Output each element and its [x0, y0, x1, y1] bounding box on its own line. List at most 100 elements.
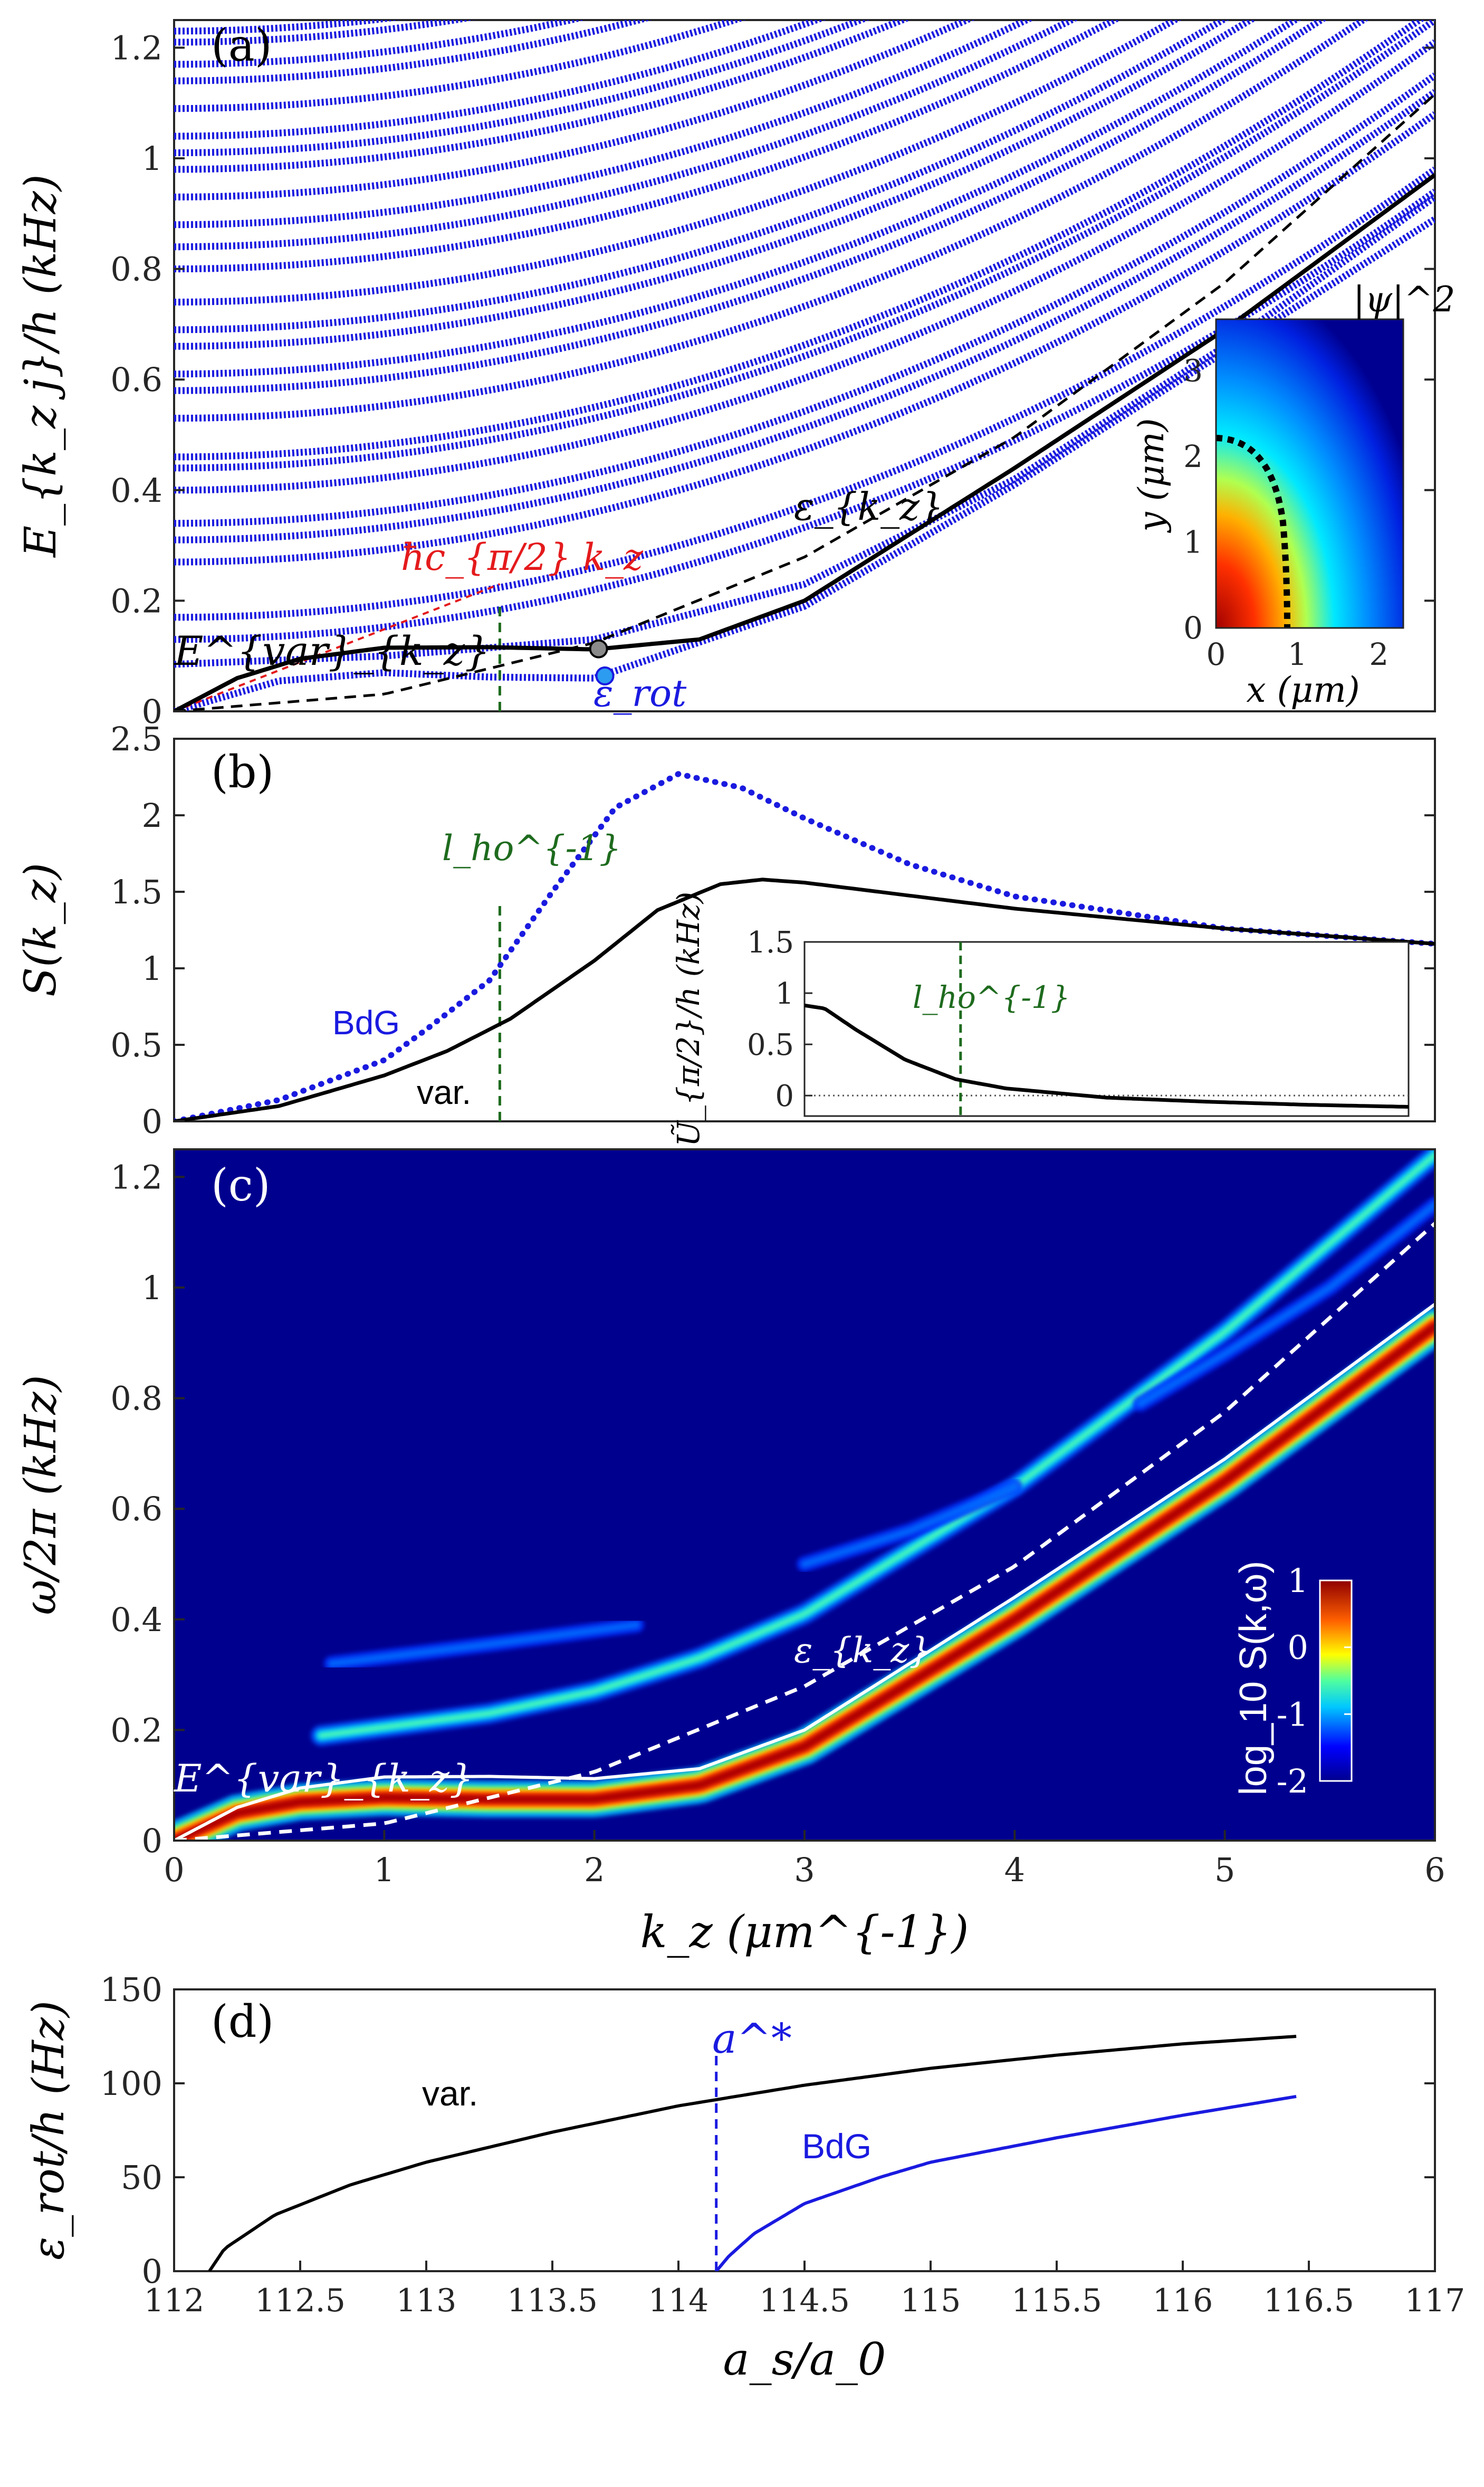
bdg-branch: [174, 20, 1182, 306]
panel-c-x-label: 3: [794, 1851, 815, 1889]
panel-c: 00.20.40.60.811.20 1 2 3 4 5 6 (c) ω/2π (kHz) …: [16, 1148, 1445, 1958]
panel-a-y-label: 1: [142, 139, 162, 178]
panel-d-y-label: 0: [142, 2252, 162, 2291]
panel-c-x-label: 5: [1214, 1851, 1235, 1889]
panel-c-var-label: E^{var}_{k_z}: [173, 1756, 474, 1800]
colorbar-tick-label: -2: [1277, 1762, 1308, 1800]
panel-d-x-label: 112: [144, 2282, 205, 2319]
panel-a-y-label: 0.2: [110, 582, 162, 620]
panel-b-lho-label: l_ho^{-1}: [442, 828, 621, 869]
colorbar-gradient: [1319, 1579, 1353, 1782]
inset-ticks: 0 1 2 0 1 2 3: [1183, 353, 1389, 673]
panel-d-x-label: 116: [1153, 2282, 1213, 2319]
bdg-branch: [174, 20, 1425, 461]
bdg-branch: [174, 72, 1435, 527]
panel-d-y-label: 150: [100, 1970, 162, 2009]
panel-c-y-label: 0.8: [110, 1379, 162, 1418]
panel-a-roton-point-var: [589, 639, 608, 659]
inset-y-label: 1: [1183, 525, 1203, 560]
inset-ylabel: y (μm): [1131, 418, 1172, 533]
panel-a-ylabel: E_{k_z j}/h (kHz): [16, 174, 66, 558]
panel-b-y-label: 2.5: [110, 720, 162, 758]
panel-d-x-label: 115.5: [1011, 2282, 1102, 2319]
bdg-branch: [174, 20, 826, 140]
potential-line: [805, 1003, 1409, 1109]
panel-b: 0 0.5 1 1.5 2 2.5 (b) S(k_z) l_ho^{-1} BdG va…: [16, 720, 1436, 1166]
panel-c-bands: [174, 1149, 1435, 1841]
panel-a-y-label: 0.8: [110, 250, 162, 289]
bdg-branch: [174, 20, 1369, 422]
panel-c-y-label: 0: [142, 1822, 162, 1860]
bdg-branch: [174, 39, 1435, 494]
bdg-branch: [174, 20, 1435, 472]
panel-c-y-label: 0.2: [110, 1711, 162, 1749]
bdg-branch: [174, 188, 1435, 643]
bdg-branch: [174, 20, 870, 156]
colorbar-tick-label: -1: [1277, 1695, 1308, 1733]
panel-c-xlabel: k_z (μm^{-1}): [640, 1906, 969, 1958]
bdg-branch: [174, 89, 1435, 544]
panel-c-label: (c): [211, 1159, 271, 1211]
bdg-branch: [174, 20, 1122, 273]
inset-density-map: [1216, 319, 1403, 628]
inset-b-label: 1.5: [747, 926, 794, 960]
inset-y-label: 2: [1183, 439, 1203, 474]
panel-b-ylabel: S(k_z): [16, 863, 66, 997]
bdg-branch: [174, 20, 1301, 378]
bdg-branch-low: [174, 194, 1435, 668]
panel-a-y-ticks: 0 0.2 0.4 0.6 0.8 1 1.2: [110, 28, 1435, 731]
bdg-branch: [174, 20, 1257, 350]
band-second: [318, 1152, 1435, 1738]
bdg-branch: [174, 20, 1035, 228]
panel-b-y-label: 0: [142, 1102, 162, 1141]
panel-c-y-label: 0.4: [110, 1600, 162, 1639]
free-particle-line: [174, 93, 1435, 711]
panel-a-free-label: ε_{k_z}: [794, 484, 944, 529]
panel-d-x-label: 112.5: [255, 2282, 346, 2319]
panel-c-x-label: 1: [374, 1851, 395, 1889]
panel-d-x-label: 116.5: [1263, 2282, 1354, 2319]
panel-b-y-label: 2: [142, 796, 162, 835]
panel-c-free-label: ε_{k_z}: [794, 1630, 931, 1671]
colorbar-label: log_10 S(k,ω): [1232, 1561, 1275, 1795]
panel-c-y-label: 0.6: [110, 1490, 162, 1528]
inset-b-label: 0.5: [747, 1028, 794, 1062]
panel-d-x-label: 114: [648, 2282, 709, 2319]
bdg-branch-low: [174, 216, 1435, 711]
panel-a-y-label: 0: [142, 692, 162, 731]
panel-a-sound-label: ħc_{π/2} k_z: [401, 536, 644, 579]
var-line: [174, 878, 1435, 1121]
panel-c-x-label: 0: [164, 1851, 184, 1889]
panel-b-y-ticks: 0 0.5 1 1.5 2 2.5: [110, 720, 1435, 1141]
panel-d-bdg-label: BdG: [802, 2127, 872, 2166]
bdg-branch: [174, 20, 975, 201]
panel-a-y-label: 1.2: [110, 28, 162, 67]
inset-y-label: 0: [1183, 610, 1203, 646]
inset-b-label: 1: [775, 977, 794, 1011]
panel-d-xlabel: a_s/a_0: [723, 2333, 886, 2385]
panel-a-y-label: 0.4: [110, 471, 162, 510]
panel-b-var-label: var.: [417, 1073, 471, 1111]
panel-d-x-label: 113.5: [507, 2282, 598, 2319]
panel-d-axes-box: [173, 1988, 1436, 2272]
bdg-line: [715, 2094, 1297, 2271]
panel-a-var-label: E^{var}_{k_z}: [173, 627, 490, 674]
band-short2: [801, 1483, 1019, 1568]
panel-d-x-label: 117: [1405, 2282, 1466, 2319]
bdg-branch: [174, 20, 1327, 394]
panel-d-y-label: 50: [121, 2158, 162, 2197]
band-short1: [328, 1621, 640, 1667]
inset-frame: [1215, 318, 1404, 629]
panel-d-label: (d): [211, 1996, 274, 2047]
panel-b-y-label: 1.5: [110, 873, 162, 911]
panel-d-ticks: 0 50 100 150 112 112.5 113 113.5 114 114.5 115 115.…: [100, 1970, 1466, 2319]
bdg-branch: [174, 20, 1230, 333]
inset-xlabel: x (μm): [1246, 670, 1359, 710]
variational-line: [174, 1302, 1435, 1841]
panel-d-x-label: 113: [396, 2282, 457, 2319]
panel-b-y-label: 1: [142, 949, 162, 988]
panel-b-inset-ylabel: nŨ_{π/2}/h (kHz): [671, 892, 706, 1166]
colorbar-ticks: 1 0 -1 -2: [1277, 1561, 1352, 1800]
panel-b-inset-lho-label: l_ho^{-1}: [913, 979, 1070, 1015]
